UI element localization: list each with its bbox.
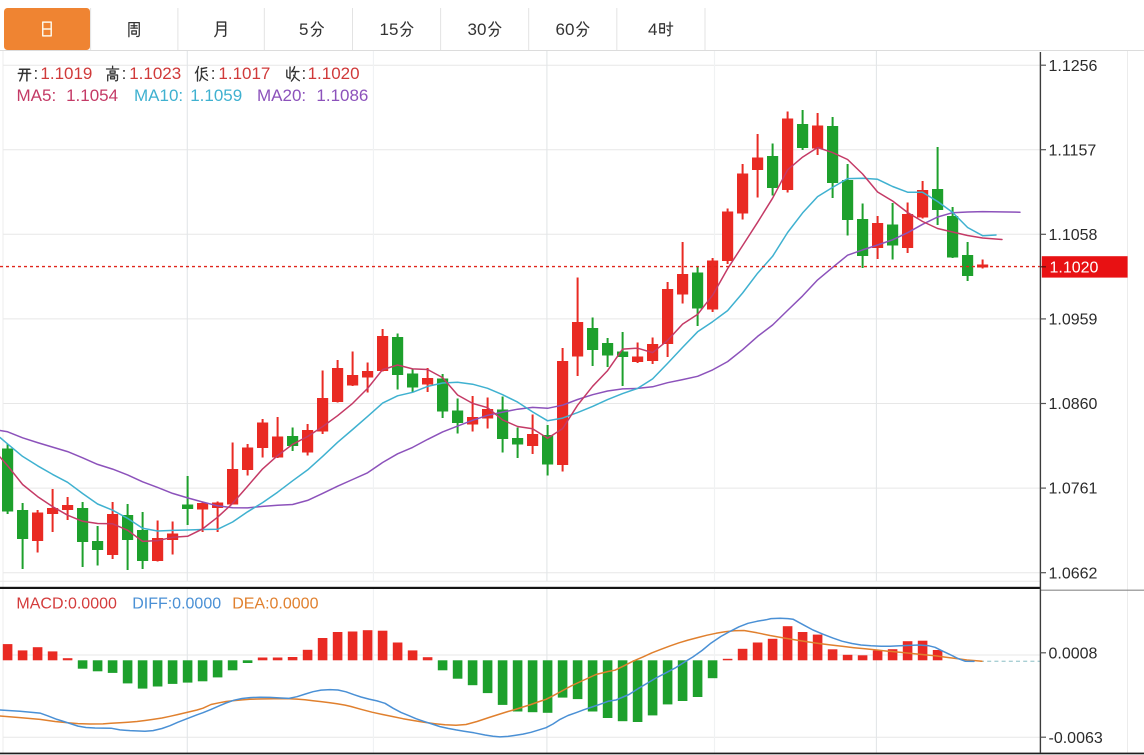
svg-text:1.1256: 1.1256 (1049, 58, 1098, 75)
svg-text::: : (34, 64, 39, 83)
svg-text:60: 60 (556, 20, 575, 39)
svg-text:1.1058: 1.1058 (1049, 227, 1098, 244)
svg-text:15: 15 (380, 20, 399, 39)
svg-text:1.1059: 1.1059 (190, 86, 242, 105)
svg-text:1.1020: 1.1020 (308, 64, 360, 83)
svg-text:-0.0063: -0.0063 (1049, 730, 1103, 747)
svg-text:0.0008: 0.0008 (1049, 645, 1098, 662)
svg-text:1.0959: 1.0959 (1049, 312, 1098, 329)
svg-text:MA20:: MA20: (257, 86, 306, 105)
svg-text:1.0860: 1.0860 (1049, 396, 1098, 413)
svg-text:4: 4 (648, 20, 657, 39)
svg-text:DEA:0.0000: DEA:0.0000 (232, 596, 318, 613)
svg-text:1.1054: 1.1054 (66, 86, 118, 105)
svg-text::: : (122, 64, 127, 83)
svg-text:1.0761: 1.0761 (1049, 481, 1098, 498)
svg-text:1.1019: 1.1019 (40, 64, 92, 83)
svg-text:MACD:0.0000: MACD:0.0000 (16, 596, 117, 613)
svg-text:1.1017: 1.1017 (218, 64, 270, 83)
svg-text::: : (211, 64, 216, 83)
svg-text:MA10:: MA10: (134, 86, 183, 105)
svg-text:1.0662: 1.0662 (1049, 565, 1098, 582)
svg-text:1.1023: 1.1023 (129, 64, 181, 83)
svg-text:MA5:: MA5: (17, 86, 57, 105)
svg-text:1.1020: 1.1020 (1050, 259, 1099, 276)
svg-text:DIFF:0.0000: DIFF:0.0000 (132, 596, 221, 613)
svg-text::: : (302, 64, 307, 83)
svg-text:30: 30 (468, 20, 487, 39)
svg-text:1.1086: 1.1086 (316, 86, 368, 105)
svg-text:1.1157: 1.1157 (1049, 142, 1097, 159)
svg-text:5: 5 (299, 20, 308, 39)
